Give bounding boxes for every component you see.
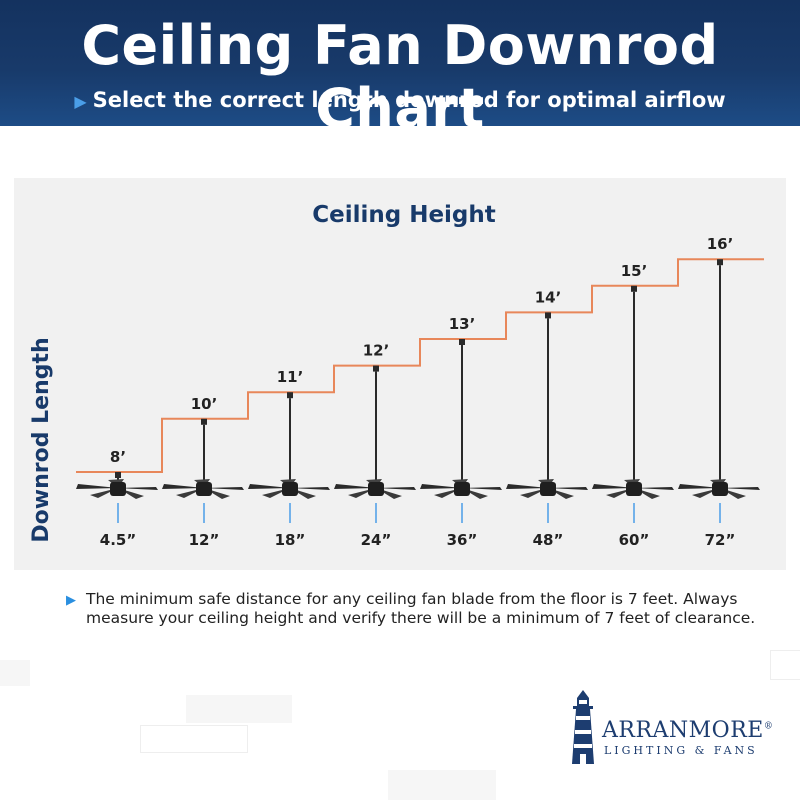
placeholder-block	[140, 725, 248, 753]
downrod-length-label: 4.5”	[100, 531, 136, 549]
brand-name: ARRANMORE®	[602, 718, 774, 743]
ceiling-height-label: 16’	[707, 235, 734, 253]
fan-canopy	[545, 312, 551, 319]
fan-blade	[678, 484, 720, 489]
ceiling-step-line	[76, 258, 764, 473]
ceiling-height-label: 14’	[535, 288, 562, 306]
chart-marks: 8’ 4.5” 10’ 12” 11’ 18” 12’ 24” 13’ 36” 14’ 48” 15’ 6…	[76, 235, 764, 549]
downrod-length-label: 24”	[361, 531, 392, 549]
fan-blade	[720, 487, 760, 490]
tick-mark	[289, 503, 291, 523]
triangle-bullet-icon: ▶	[66, 593, 76, 608]
fan-canopy	[459, 339, 465, 345]
fan-canopy	[115, 472, 121, 478]
fan-blade	[334, 484, 376, 489]
fan-blade	[462, 487, 502, 490]
downrod-length-label: 12”	[189, 531, 220, 549]
downrod	[547, 318, 549, 484]
ceiling-height-label: 13’	[449, 315, 476, 333]
fan-canopy	[373, 365, 379, 372]
ceiling-height-label: 10’	[191, 395, 218, 413]
safety-note: ▶ The minimum safe distance for any ceil…	[66, 590, 768, 628]
placeholder-block	[770, 650, 800, 680]
fan-blade	[290, 487, 330, 490]
chart-title: Ceiling Height	[312, 202, 496, 228]
fan-blade	[592, 484, 634, 489]
fan-blade	[162, 484, 204, 489]
page-title: Ceiling Fan Downrod Chart	[81, 14, 719, 140]
downrod-length-label: 72”	[705, 531, 736, 549]
triangle-bullet-icon: ▶	[74, 92, 87, 111]
fan-canopy	[201, 418, 207, 425]
subtitle-text: Select the correct length downrod for op…	[92, 88, 726, 112]
y-axis-label: Downrod Length	[29, 337, 54, 542]
tick-mark	[633, 503, 635, 523]
fan-motor-housing	[712, 482, 728, 496]
ceiling-height-label: 15’	[621, 262, 648, 280]
fan-blade	[376, 487, 416, 490]
downrod-length-label: 18”	[275, 531, 306, 549]
fan-blade	[248, 484, 290, 489]
fan-motor-housing	[282, 482, 298, 496]
downrod	[719, 265, 721, 484]
page-subtitle: ▶ Select the correct length downrod for o…	[0, 88, 800, 112]
tick-mark	[203, 503, 205, 523]
ceiling-height-label: 8’	[110, 448, 126, 466]
brand-tagline: LIGHTING & FANS	[604, 744, 758, 757]
downrod	[461, 345, 463, 484]
fan-motor-housing	[368, 482, 384, 496]
fan-motor-housing	[110, 482, 126, 496]
fan-blade	[506, 484, 548, 489]
fan-canopy	[287, 392, 293, 399]
tick-mark	[375, 503, 377, 523]
safety-note-text: The minimum safe distance for any ceilin…	[86, 590, 756, 627]
brand-logo: ARRANMORE® LIGHTING & FANS	[566, 688, 773, 768]
fan-blade	[118, 487, 158, 490]
fan-motor-housing	[626, 482, 642, 496]
downrod-chart: Ceiling Height Downrod Length 8’ 4.5” 10’ 1…	[29, 202, 764, 549]
downrod-length-label: 60”	[619, 531, 650, 549]
fan-blade	[420, 484, 462, 489]
downrod	[633, 291, 635, 484]
downrod	[375, 371, 377, 484]
tick-mark	[719, 503, 721, 523]
downrod-length-label: 48”	[533, 531, 564, 549]
tick-mark	[117, 503, 119, 523]
fan-blade	[76, 484, 118, 489]
fan-motor-housing	[454, 482, 470, 496]
placeholder-block	[0, 660, 30, 686]
downrod	[203, 424, 205, 484]
placeholder-block	[186, 695, 292, 723]
fan-blade	[634, 487, 674, 490]
placeholder-block	[388, 770, 496, 800]
ceiling-height-label: 12’	[363, 342, 390, 360]
tick-mark	[547, 503, 549, 523]
fan-canopy	[631, 285, 637, 292]
fan-canopy	[717, 259, 723, 266]
header-banner: Ceiling Fan Downrod Chart ▶ Select the co…	[0, 0, 800, 140]
fan-motor-housing	[196, 482, 212, 496]
chart-panel: Ceiling Height Downrod Length 8’ 4.5” 10’ 1…	[14, 178, 786, 570]
fan-blade	[204, 487, 244, 490]
lighthouse-icon	[572, 690, 594, 764]
ceiling-height-label: 11’	[277, 368, 304, 386]
fan-motor-housing	[540, 482, 556, 496]
tick-mark	[461, 503, 463, 523]
downrod	[289, 398, 291, 484]
downrod-length-label: 36”	[447, 531, 478, 549]
fan-blade	[548, 487, 588, 490]
